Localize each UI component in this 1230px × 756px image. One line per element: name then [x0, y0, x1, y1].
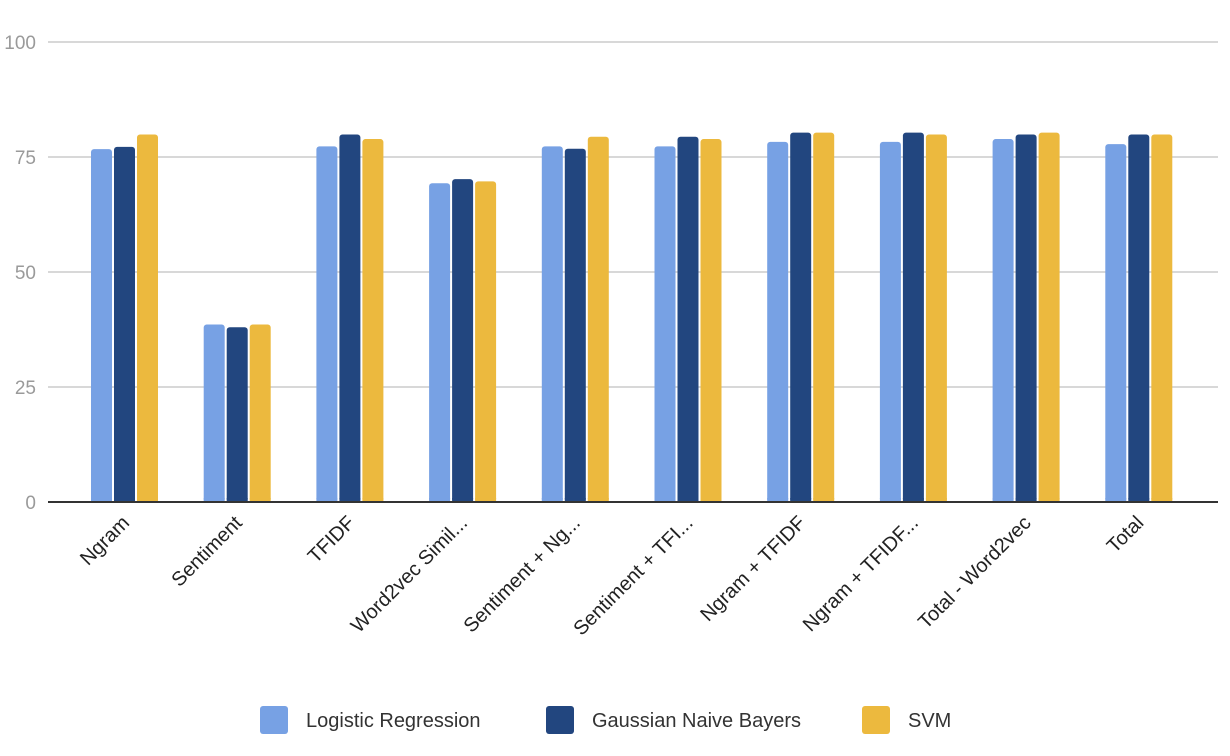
- bar-base: [91, 498, 112, 502]
- bar-base: [654, 498, 676, 502]
- bar-base: [429, 498, 451, 502]
- bar-svm-5: [700, 139, 722, 502]
- bar-base: [813, 498, 835, 502]
- x-tick-label: Total - Word2vec: [914, 512, 1035, 633]
- legend: Logistic Regression Gaussian Naive Bayers…: [260, 706, 951, 734]
- bar-base: [541, 498, 563, 502]
- bar-base: [249, 498, 271, 502]
- bar-base: [677, 498, 699, 502]
- bar-base: [137, 498, 158, 502]
- bar-base: [902, 498, 924, 502]
- bar-svm-1: [249, 324, 271, 502]
- x-tick-label: Sentiment + Ng...: [460, 512, 585, 637]
- bar-svm-7: [925, 134, 947, 502]
- bar-logistic-regression-7: [879, 141, 901, 502]
- bar-base: [879, 498, 901, 502]
- bar-base: [925, 498, 947, 502]
- bar-base: [790, 498, 812, 502]
- bar-gaussian-naive-bayers-1: [226, 327, 248, 502]
- x-tick-label: Sentiment: [167, 512, 247, 592]
- legend-swatch: [546, 706, 574, 734]
- bar-base: [767, 498, 789, 502]
- bar-gaussian-naive-bayers-4: [564, 148, 586, 502]
- bar-gaussian-naive-bayers-7: [902, 132, 924, 502]
- legend-label: Gaussian Naive Bayers: [592, 710, 801, 732]
- x-tick-label: TFIDF: [304, 512, 360, 568]
- bar-gaussian-naive-bayers-9: [1128, 134, 1150, 502]
- bar-svm-6: [813, 132, 835, 502]
- bar-logistic-regression-2: [316, 146, 338, 503]
- bar-base: [316, 498, 338, 502]
- x-tick-label: Total: [1103, 512, 1148, 557]
- bar-logistic-regression-5: [654, 146, 676, 503]
- bar-base: [114, 498, 135, 502]
- x-tick-label: Ngram: [76, 512, 134, 570]
- bar-logistic-regression-9: [1105, 144, 1127, 502]
- bar-base: [1038, 498, 1060, 502]
- bar-base: [452, 498, 474, 502]
- bar-svm-3: [475, 181, 497, 502]
- y-tick-label: 50: [15, 263, 36, 284]
- bar-logistic-regression-3: [429, 183, 451, 502]
- y-axis-ticks: 0 25 50 75 100: [4, 33, 36, 514]
- bar-base: [1015, 498, 1037, 502]
- bar-svm-9: [1151, 134, 1173, 502]
- bar-gaussian-naive-bayers-6: [790, 132, 812, 502]
- legend-label: SVM: [908, 710, 951, 732]
- bar-gaussian-naive-bayers-2: [339, 134, 361, 502]
- bar-base: [475, 498, 497, 502]
- legend-swatch: [260, 706, 288, 734]
- bars: [91, 132, 1173, 503]
- bar-base: [1105, 498, 1127, 502]
- y-tick-label: 25: [15, 378, 36, 399]
- bar-logistic-regression-1: [203, 324, 225, 502]
- x-tick-label: Ngram + TFIDF...: [799, 512, 923, 636]
- bar-base: [700, 498, 722, 502]
- y-tick-label: 75: [15, 148, 36, 169]
- y-tick-label: 0: [25, 493, 36, 514]
- bar-base: [564, 498, 586, 502]
- bar-logistic-regression-6: [767, 141, 789, 502]
- bar-base: [992, 498, 1014, 502]
- bar-logistic-regression-8: [992, 139, 1014, 502]
- bar-svm-2: [362, 139, 384, 502]
- bar-gaussian-naive-bayers-3: [452, 179, 474, 502]
- x-tick-label: Word2vec Simil...: [347, 512, 472, 637]
- bar-base: [1151, 498, 1173, 502]
- bar-gaussian-naive-bayers-8: [1015, 134, 1037, 502]
- y-tick-label: 100: [4, 33, 36, 54]
- bar-base: [226, 498, 248, 502]
- x-tick-label: Ngram + TFIDF: [696, 512, 810, 626]
- bar-svm-0: [137, 134, 158, 502]
- bar-base: [362, 498, 384, 502]
- bar-base: [1128, 498, 1150, 502]
- legend-label: Logistic Regression: [306, 710, 481, 732]
- bar-svm-4: [587, 136, 609, 502]
- bar-svm-8: [1038, 132, 1060, 502]
- bar-base: [203, 498, 225, 502]
- legend-swatch: [862, 706, 890, 734]
- bar-gaussian-naive-bayers-5: [677, 136, 699, 502]
- bar-base: [587, 498, 609, 502]
- bar-logistic-regression-4: [541, 146, 563, 503]
- bar-logistic-regression-0: [91, 149, 112, 502]
- x-tick-label: Sentiment + TFI...: [569, 512, 697, 640]
- bar-base: [339, 498, 361, 502]
- bar-gaussian-naive-bayers-0: [114, 146, 135, 502]
